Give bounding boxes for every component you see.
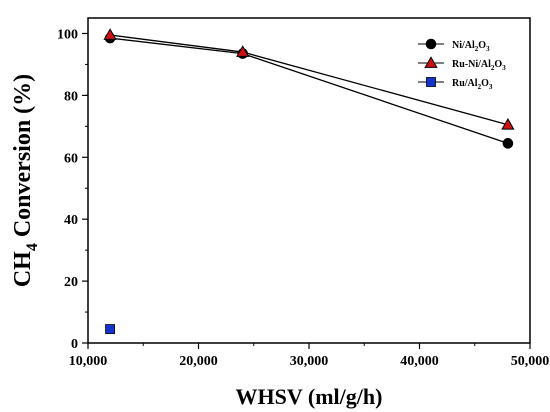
y-tick-label: 80 xyxy=(64,89,78,104)
x-tick-label: 10,000 xyxy=(69,354,108,369)
series-2-point xyxy=(501,117,515,130)
legend-marker xyxy=(425,38,437,50)
series-1-point xyxy=(502,138,514,149)
x-tick-label: 30,000 xyxy=(290,354,329,369)
legend-label: Ru/Al2O3 xyxy=(452,78,493,91)
legend-label: Ru-Ni/Al2O3 xyxy=(452,59,506,72)
x-tick-label: 50,000 xyxy=(511,354,550,369)
y-tick-label: 40 xyxy=(64,213,78,228)
y-axis-title: CH4 Conversion (%) xyxy=(10,74,41,287)
series-line-1 xyxy=(110,37,509,144)
series-2-point xyxy=(236,45,250,57)
y-tick-label: 20 xyxy=(64,275,78,290)
series-2-point xyxy=(103,28,117,40)
legend-label: Ni/Al2O3 xyxy=(452,40,490,53)
legend-marker xyxy=(426,77,436,87)
x-tick-label: 40,000 xyxy=(400,354,439,369)
series-3-point xyxy=(105,324,115,334)
y-tick-label: 100 xyxy=(57,27,78,42)
series-line-2 xyxy=(110,34,509,126)
legend-marker xyxy=(424,56,438,68)
x-axis-title: WHSV (ml/g/h) xyxy=(236,384,383,409)
x-tick-label: 20,000 xyxy=(179,354,218,369)
y-tick-label: 60 xyxy=(64,151,78,166)
y-tick-label: 0 xyxy=(71,337,78,352)
